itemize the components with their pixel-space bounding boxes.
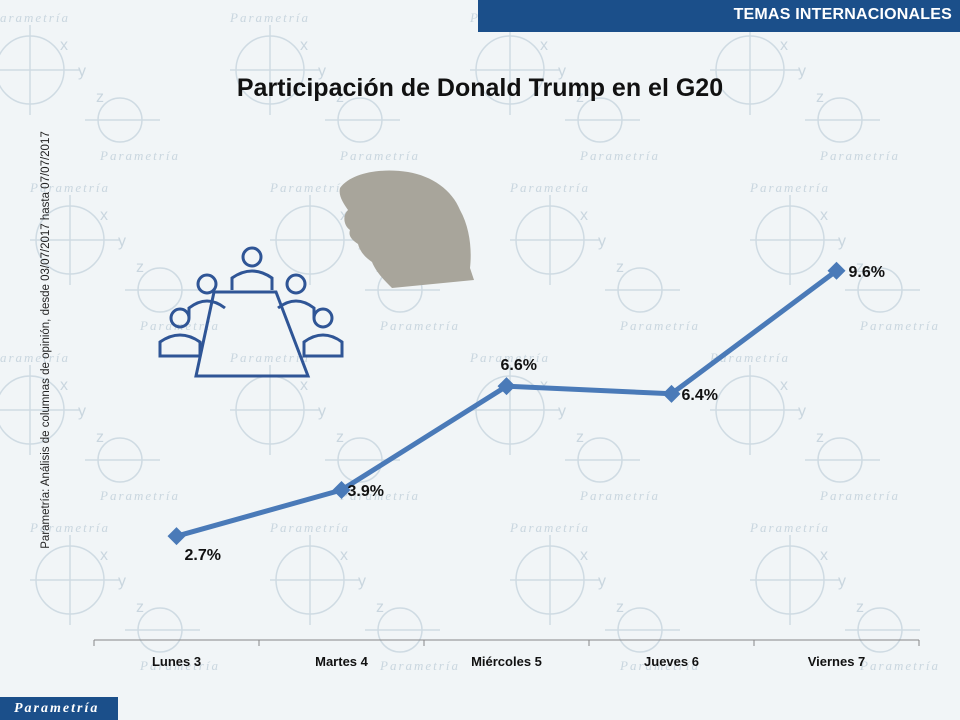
svg-text:x: x (300, 377, 308, 394)
svg-text:y: y (358, 573, 366, 590)
svg-text:x: x (340, 547, 348, 564)
data-point-marker (662, 384, 681, 403)
svg-text:y: y (838, 233, 846, 250)
svg-text:Parametría: Parametría (339, 148, 420, 163)
svg-text:y: y (598, 233, 606, 250)
data-label: 3.9% (348, 483, 384, 500)
svg-text:Parametría: Parametría (379, 318, 460, 333)
data-point-marker (332, 481, 351, 499)
svg-text:Parametría: Parametría (619, 658, 700, 673)
x-tick-label: Jueves 6 (644, 654, 699, 669)
svg-text:Parametría: Parametría (269, 520, 350, 535)
svg-text:z: z (136, 599, 144, 616)
svg-text:Parametría: Parametría (0, 10, 70, 25)
svg-text:y: y (598, 573, 606, 590)
svg-text:z: z (816, 89, 824, 106)
svg-text:Parametría: Parametría (469, 350, 550, 365)
brand-footer: Parametría (0, 697, 118, 720)
x-tick-label: Viernes 7 (808, 654, 866, 669)
svg-text:z: z (856, 599, 864, 616)
svg-text:x: x (60, 377, 68, 394)
data-label: 6.6% (501, 357, 537, 374)
svg-text:y: y (798, 63, 806, 80)
svg-text:y: y (78, 63, 86, 80)
svg-text:Parametría: Parametría (509, 180, 590, 195)
svg-text:Parametría: Parametría (859, 318, 940, 333)
svg-text:y: y (118, 573, 126, 590)
svg-text:Parametría: Parametría (819, 148, 900, 163)
svg-text:x: x (820, 207, 828, 224)
meeting-table-icon (158, 246, 344, 378)
x-tick-label: Lunes 3 (152, 654, 201, 669)
svg-text:Parametría: Parametría (29, 520, 110, 535)
svg-text:z: z (96, 429, 104, 446)
svg-text:y: y (318, 63, 326, 80)
data-label: 9.6% (849, 264, 885, 281)
svg-text:Parametría: Parametría (229, 10, 310, 25)
svg-text:Parametría: Parametría (509, 520, 590, 535)
x-tick-label: Martes 4 (315, 654, 369, 669)
svg-text:x: x (540, 37, 548, 54)
svg-text:z: z (616, 599, 624, 616)
svg-text:Parametría: Parametría (339, 488, 420, 503)
data-label: 2.7% (185, 547, 221, 564)
chart-title: Participación de Donald Trump en el G20 (236, 74, 724, 102)
svg-text:z: z (816, 429, 824, 446)
svg-text:y: y (558, 403, 566, 420)
svg-text:y: y (118, 233, 126, 250)
svg-text:y: y (78, 403, 86, 420)
svg-text:Parametría: Parametría (749, 520, 830, 535)
svg-text:z: z (576, 429, 584, 446)
section-banner: TEMAS INTERNACIONALES (478, 0, 960, 32)
data-point-marker (497, 377, 516, 396)
svg-text:z: z (376, 599, 384, 616)
svg-text:x: x (100, 547, 108, 564)
svg-text:z: z (336, 89, 344, 106)
svg-text:Parametría: Parametría (99, 148, 180, 163)
svg-text:z: z (96, 89, 104, 106)
svg-text:z: z (576, 89, 584, 106)
svg-text:y: y (798, 403, 806, 420)
svg-text:Parametría: Parametría (579, 488, 660, 503)
svg-text:y: y (318, 403, 326, 420)
svg-text:x: x (580, 207, 588, 224)
svg-text:Parametría: Parametría (619, 318, 700, 333)
svg-text:x: x (780, 37, 788, 54)
svg-text:Parametría: Parametría (819, 488, 900, 503)
svg-text:Parametría: Parametría (579, 148, 660, 163)
svg-text:Parametría: Parametría (0, 350, 70, 365)
svg-text:z: z (616, 259, 624, 276)
svg-text:y: y (558, 63, 566, 80)
svg-text:z: z (336, 429, 344, 446)
svg-text:Parametría: Parametría (749, 180, 830, 195)
svg-text:Parametría: Parametría (379, 658, 460, 673)
data-point-marker (167, 527, 186, 546)
svg-text:x: x (300, 37, 308, 54)
svg-text:Parametría: Parametría (99, 488, 180, 503)
svg-text:y: y (838, 573, 846, 590)
x-tick-label: Miércoles 5 (471, 654, 542, 669)
svg-text:Parametría: Parametría (859, 658, 940, 673)
svg-text:x: x (60, 37, 68, 54)
data-label: 6.4% (682, 387, 718, 404)
svg-text:z: z (136, 259, 144, 276)
svg-text:x: x (100, 207, 108, 224)
svg-text:Parametría: Parametría (269, 180, 350, 195)
svg-text:Parametría: Parametría (139, 658, 220, 673)
svg-text:Parametría: Parametría (29, 180, 110, 195)
svg-text:x: x (580, 547, 588, 564)
svg-text:x: x (820, 547, 828, 564)
svg-text:x: x (340, 207, 348, 224)
svg-text:Parametría: Parametría (229, 350, 310, 365)
svg-text:x: x (780, 377, 788, 394)
data-point-marker (827, 261, 846, 280)
svg-text:z: z (856, 259, 864, 276)
trump-silhouette-icon (339, 170, 474, 288)
series-line (175, 268, 838, 539)
